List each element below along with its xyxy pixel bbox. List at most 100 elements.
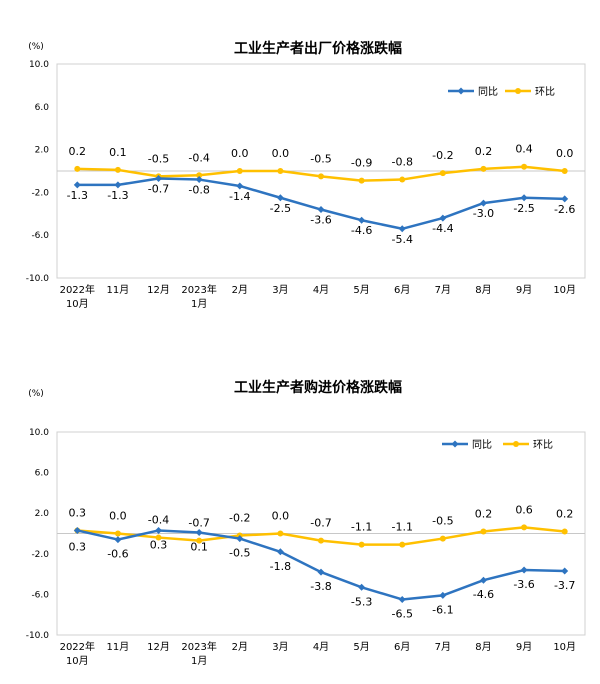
y-axis-unit: (%)	[28, 42, 44, 52]
x-tick-label: 9月	[516, 284, 532, 296]
x-tick-label: 2023年 1月	[181, 283, 216, 310]
data-point-yoy	[195, 528, 203, 536]
legend-item-yoy: 同比	[448, 86, 498, 98]
x-tick-label: 3月	[272, 284, 288, 296]
data-point-yoy	[73, 526, 81, 534]
data-point-mom	[196, 537, 203, 544]
x-tick-label-line: 4月	[313, 641, 329, 653]
x-tick-label-line: 9月	[516, 284, 532, 296]
x-tick-label-line: 11月	[107, 641, 130, 653]
data-point-yoy	[276, 548, 284, 556]
x-tick-label-line: 4月	[313, 284, 329, 296]
data-label-mom: 0.1	[109, 146, 127, 159]
data-point-mom	[480, 165, 487, 172]
chart-1: 工业生产者出厂价格涨跌幅 (%) 10.0 6.0 2.0 -2.0 -6.0 -10.0 20…	[26, 40, 586, 310]
data-point-yoy	[114, 181, 122, 189]
legend-marker	[451, 440, 459, 448]
x-tick-label-line: 9月	[516, 641, 532, 653]
data-label-mom: 0.0	[272, 510, 290, 523]
data-label-mom: 0.0	[272, 147, 290, 160]
x-tick-label-line: 11月	[107, 284, 130, 296]
data-point-yoy	[520, 566, 528, 574]
y-axis-unit: (%)	[28, 389, 44, 399]
data-label-yoy: -5.4	[391, 233, 412, 246]
data-label-mom: 0.0	[556, 147, 574, 160]
data-label-mom: 0.2	[556, 507, 574, 520]
data-point-mom	[439, 170, 446, 177]
chart-title: 工业生产者购进价格涨跌幅	[234, 379, 402, 396]
x-tick-label: 2月	[232, 284, 248, 296]
data-label-mom: -0.8	[391, 156, 412, 169]
data-label-yoy: -4.4	[432, 222, 453, 235]
x-tick-label: 4月	[313, 641, 329, 653]
data-label-yoy: -3.6	[310, 214, 331, 227]
data-label-yoy: -2.5	[270, 202, 291, 215]
legend-label: 同比	[478, 86, 498, 98]
data-point-yoy	[439, 214, 447, 222]
data-label-yoy: -1.4	[229, 190, 250, 203]
data-label-mom: -0.9	[351, 157, 372, 170]
x-tick-label-line: 7月	[435, 284, 451, 296]
data-point-mom	[114, 530, 121, 537]
x-tick-label-line: 2023年	[181, 640, 216, 653]
data-point-mom	[358, 541, 365, 548]
data-label-mom: 0.2	[475, 145, 493, 158]
x-tick-label-line: 12月	[147, 284, 170, 296]
x-tick-label: 12月	[147, 641, 170, 653]
x-tick-label: 9月	[516, 641, 532, 653]
data-label-mom: -0.5	[310, 152, 331, 165]
data-point-mom	[236, 168, 243, 174]
x-tick-label-line: 2月	[232, 641, 248, 653]
data-point-yoy	[561, 195, 569, 203]
y-tick-label: -10.0	[26, 631, 50, 641]
legend-item-mom: 环比	[503, 439, 553, 451]
x-tick-label: 11月	[107, 641, 130, 653]
data-label-yoy: -0.6	[107, 548, 128, 561]
data-point-mom	[561, 168, 568, 174]
data-point-yoy	[155, 174, 163, 182]
data-point-mom	[439, 535, 446, 542]
legend-item-mom: 环比	[505, 86, 555, 98]
data-label-yoy: -3.0	[473, 207, 494, 220]
y-tick-label: 10.0	[29, 60, 49, 70]
x-tick-label-line: 8月	[475, 284, 491, 296]
x-tick-label: 7月	[435, 284, 451, 296]
data-label-mom: 0.3	[69, 506, 87, 519]
data-label-mom: -1.1	[391, 521, 412, 534]
data-label-mom: -0.2	[432, 149, 453, 162]
y-tick-label: -10.0	[26, 274, 50, 284]
x-tick-label: 12月	[147, 284, 170, 296]
data-point-yoy	[236, 182, 244, 190]
x-tick-label: 11月	[107, 284, 130, 296]
data-label-mom: 0.4	[515, 143, 533, 156]
y-tick-label: 6.0	[35, 469, 50, 479]
x-tick-label-line: 2022年	[60, 283, 95, 296]
x-tick-label-line: 8月	[475, 641, 491, 653]
data-label-mom: -0.7	[310, 517, 331, 530]
x-tick-label: 2022年 10月	[60, 283, 95, 310]
data-point-yoy	[398, 225, 406, 233]
data-label-yoy: -2.5	[513, 202, 534, 215]
x-tick-label-line: 3月	[272, 284, 288, 296]
data-label-yoy: -5.3	[351, 595, 372, 608]
x-tick-label-line: 1月	[191, 298, 207, 310]
data-point-mom	[277, 168, 284, 174]
data-label-yoy: -1.3	[67, 189, 88, 202]
data-point-yoy	[155, 526, 163, 534]
data-label-mom: -0.2	[229, 512, 250, 525]
data-point-yoy	[398, 595, 406, 603]
data-point-mom	[399, 176, 406, 183]
data-label-mom: -0.5	[148, 152, 169, 165]
data-label-yoy: -0.7	[148, 182, 169, 195]
x-tick-label-line: 10月	[553, 284, 576, 296]
data-label-mom: -0.5	[432, 515, 453, 528]
data-point-yoy	[73, 181, 81, 189]
data-label-yoy: -1.8	[270, 560, 291, 573]
data-label-yoy: -1.3	[107, 189, 128, 202]
data-point-yoy	[479, 199, 487, 207]
x-tick-label-line: 6月	[394, 641, 410, 653]
data-label-yoy: -3.8	[310, 580, 331, 593]
data-point-yoy	[317, 568, 325, 576]
data-point-mom	[277, 530, 284, 537]
